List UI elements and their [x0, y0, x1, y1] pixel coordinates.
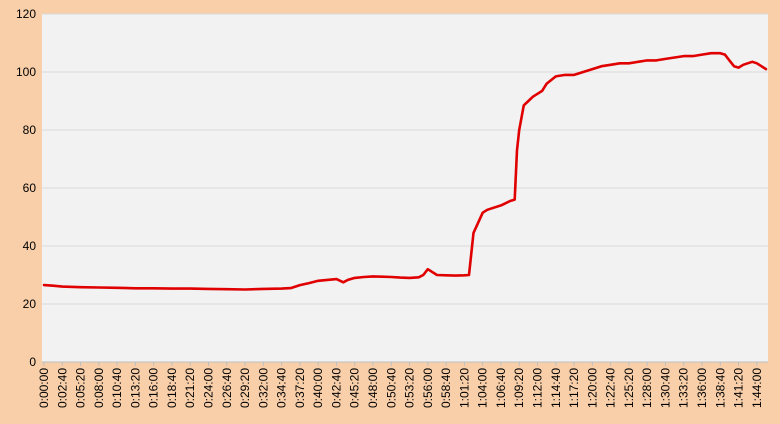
x-tick-label: 0:08:00 [92, 368, 106, 408]
x-tick-label: 0:13:20 [128, 368, 142, 408]
x-tick-label: 0:42:40 [329, 368, 343, 408]
y-tick-label: 100 [16, 65, 36, 79]
y-tick-label: 120 [16, 7, 36, 21]
x-tick-label: 0:48:00 [366, 368, 380, 408]
x-tick-label: 0:32:00 [256, 368, 270, 408]
y-tick-label: 20 [23, 297, 37, 311]
x-tick-label: 0:56:00 [421, 368, 435, 408]
x-tick-label: 0:34:40 [275, 368, 289, 408]
x-tick-label: 0:18:40 [165, 368, 179, 408]
x-tick-label: 1:41:20 [732, 368, 746, 408]
x-tick-label: 0:53:20 [403, 368, 417, 408]
x-tick-label: 0:26:40 [220, 368, 234, 408]
y-axis: 0 20 40 60 80 100 120 [16, 7, 36, 369]
x-tick-label: 0:29:20 [238, 368, 252, 408]
x-tick-label: 1:28:00 [640, 368, 654, 408]
x-tick-label: 0:10:40 [110, 368, 124, 408]
x-tick-label: 0:05:20 [74, 368, 88, 408]
x-tick-label: 0:00:00 [37, 368, 51, 408]
x-tick-label: 0:58:40 [439, 368, 453, 408]
y-tick-label: 80 [23, 123, 37, 137]
x-axis: 0:00:00 0:02:40 0:05:20 0:08:00 0:10:40 0:13:… [37, 362, 764, 408]
x-tick-label: 1:25:20 [622, 368, 636, 408]
x-tick-label: 0:37:20 [293, 368, 307, 408]
x-tick-label: 0:24:00 [202, 368, 216, 408]
series-group [42, 51, 768, 291]
x-tick-label: 0:21:20 [183, 368, 197, 408]
x-tick-label: 0:02:40 [55, 368, 69, 408]
x-tick-label: 1:12:00 [531, 368, 545, 408]
x-tick-label: 1:06:40 [494, 368, 508, 408]
x-tick-label: 0:45:20 [348, 368, 362, 408]
x-tick-label: 0:16:00 [147, 368, 161, 408]
y-tick-label: 60 [23, 181, 37, 195]
x-tick-label: 0:50:40 [384, 368, 398, 408]
x-tick-label: 1:38:40 [713, 368, 727, 408]
x-tick-label: 0:40:00 [311, 368, 325, 408]
x-tick-label: 1:36:00 [695, 368, 709, 408]
x-tick-label: 1:01:20 [457, 368, 471, 408]
y-tick-label: 0 [29, 355, 36, 369]
x-tick-label: 1:44:00 [750, 368, 764, 408]
y-tick-label: 40 [23, 239, 37, 253]
x-tick-label: 1:09:20 [512, 368, 526, 408]
series-line [42, 51, 768, 291]
x-tick-label: 1:20:00 [585, 368, 599, 408]
x-tick-label: 1:04:00 [476, 368, 490, 408]
x-tick-label: 1:30:40 [658, 368, 672, 408]
x-tick-label: 1:22:40 [604, 368, 618, 408]
x-tick-label: 1:14:40 [549, 368, 563, 408]
x-tick-label: 1:17:20 [567, 368, 581, 408]
x-tick-label: 1:33:20 [677, 368, 691, 408]
